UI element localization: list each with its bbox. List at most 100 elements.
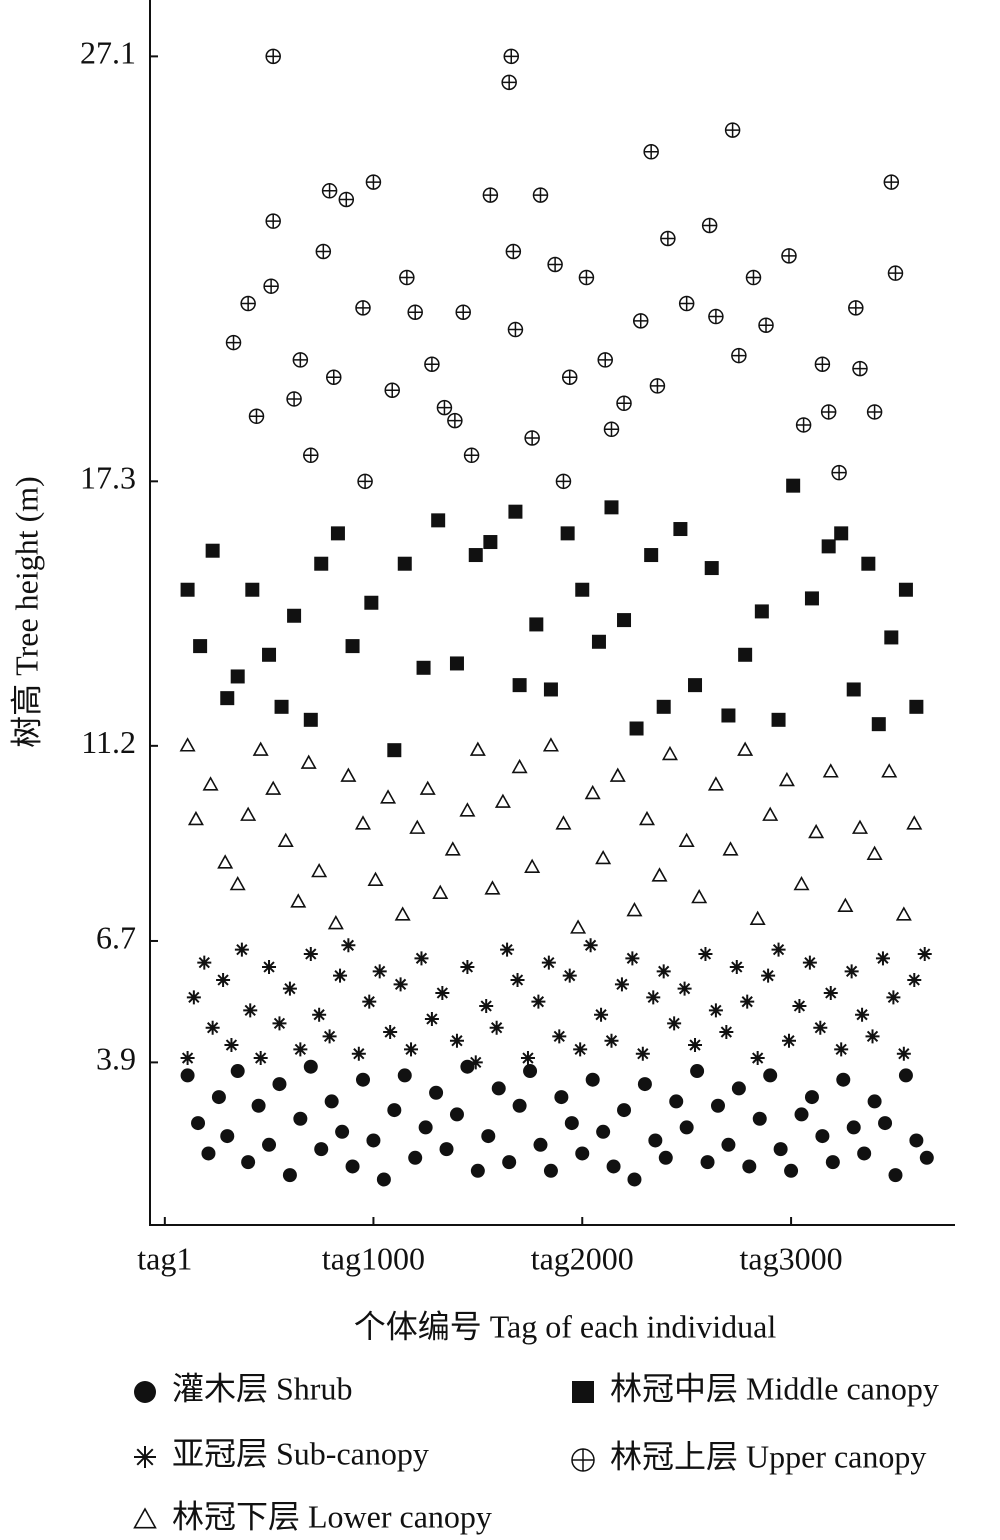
point <box>338 191 355 208</box>
point <box>688 678 703 693</box>
point <box>372 964 387 979</box>
point <box>638 810 656 826</box>
point <box>321 183 338 199</box>
point <box>649 378 666 394</box>
point <box>324 1094 339 1109</box>
point <box>397 1068 412 1083</box>
point <box>180 582 195 597</box>
point <box>459 802 476 817</box>
point <box>707 776 724 791</box>
point <box>287 608 302 623</box>
point <box>865 1029 880 1044</box>
point <box>424 356 440 372</box>
point <box>262 1137 277 1152</box>
point <box>596 1124 611 1139</box>
point <box>575 582 590 597</box>
point <box>773 1142 788 1157</box>
point <box>468 548 483 563</box>
point <box>887 265 904 281</box>
point <box>547 256 563 273</box>
point <box>793 875 810 891</box>
point <box>205 543 220 558</box>
legend-label: 灌木层 Shrub <box>172 1370 352 1406</box>
point <box>460 959 475 974</box>
point <box>909 1133 924 1148</box>
point <box>688 1038 703 1053</box>
point <box>248 408 265 425</box>
point <box>419 780 436 795</box>
point <box>554 1090 569 1105</box>
point <box>479 999 494 1014</box>
y-tick-label: 27.1 <box>80 35 136 71</box>
point <box>211 1090 226 1105</box>
point <box>234 942 249 957</box>
point <box>886 990 901 1005</box>
point <box>197 955 212 970</box>
point <box>262 647 277 662</box>
point <box>644 548 659 563</box>
point <box>698 946 713 961</box>
y-tick-label: 17.3 <box>80 460 136 496</box>
point <box>555 473 572 490</box>
point <box>229 875 246 891</box>
point <box>745 269 762 286</box>
point <box>541 955 556 970</box>
point <box>265 213 281 229</box>
point <box>483 535 498 550</box>
point <box>609 767 626 782</box>
y-tick-label: 3.9 <box>96 1041 136 1077</box>
point <box>737 741 754 756</box>
point <box>512 1098 527 1113</box>
point <box>431 513 446 528</box>
point <box>898 582 913 597</box>
point <box>906 815 923 830</box>
point <box>253 1051 268 1066</box>
point <box>387 1103 402 1118</box>
point <box>380 789 397 804</box>
legend-marker <box>134 1446 156 1468</box>
point <box>648 1133 663 1148</box>
point <box>583 938 598 953</box>
point <box>511 758 528 774</box>
point <box>603 421 620 438</box>
point <box>704 561 719 576</box>
point <box>202 776 219 791</box>
point <box>330 526 345 541</box>
point <box>646 990 661 1005</box>
point <box>387 743 402 758</box>
point <box>180 1051 195 1066</box>
point <box>831 464 847 481</box>
point <box>508 504 523 519</box>
point <box>341 938 356 953</box>
point <box>851 819 869 834</box>
point <box>191 1116 206 1131</box>
point <box>481 1129 496 1144</box>
point <box>424 1012 439 1027</box>
point <box>407 304 423 320</box>
point <box>432 884 449 899</box>
point <box>585 1072 600 1087</box>
point <box>447 412 463 429</box>
point <box>679 1120 694 1135</box>
point <box>786 478 801 493</box>
point <box>220 691 235 706</box>
x-tick-label: tag1000 <box>322 1240 425 1276</box>
point <box>326 369 342 385</box>
point <box>251 1098 266 1113</box>
point <box>230 1064 245 1079</box>
point <box>224 1038 239 1053</box>
point <box>312 1007 327 1022</box>
point <box>673 522 688 537</box>
point <box>355 300 371 316</box>
point <box>867 1094 882 1109</box>
point <box>367 871 384 886</box>
point <box>449 1033 464 1048</box>
legend-label: 林冠下层 Lower canopy <box>172 1498 492 1534</box>
point <box>383 1025 398 1040</box>
point <box>604 1033 619 1048</box>
point <box>531 994 546 1009</box>
point <box>690 1064 705 1079</box>
point <box>230 669 245 684</box>
point <box>884 630 899 645</box>
